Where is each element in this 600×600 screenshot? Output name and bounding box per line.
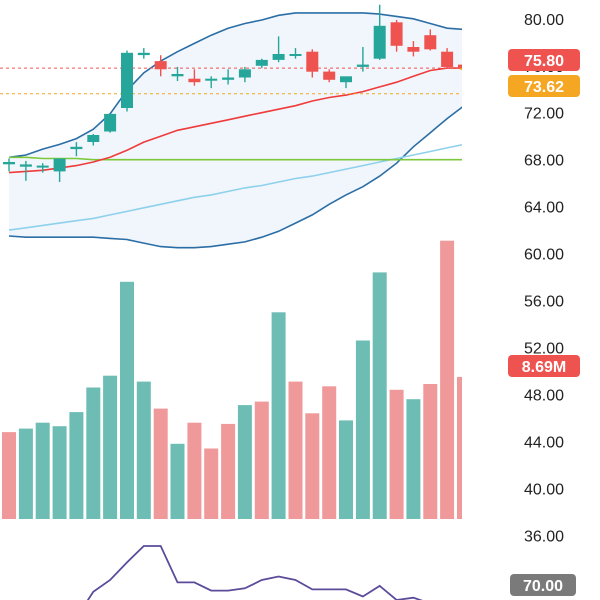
fast-ma-line [8, 67, 464, 174]
price-tick-label: 48.00 [524, 388, 564, 405]
candle-body [70, 146, 83, 150]
candle-body [238, 69, 251, 78]
volume-bar [423, 384, 438, 519]
candle-body [340, 76, 352, 83]
candle-body [188, 78, 201, 83]
rsi-badge: 70.00 [510, 574, 576, 596]
price-tick-label: 60.00 [524, 247, 564, 264]
volume-bar [103, 375, 118, 519]
candle-body [373, 25, 386, 59]
volume-bar [237, 405, 252, 519]
candle-body [424, 35, 437, 50]
volume-bar [254, 401, 269, 519]
candle-body [272, 54, 285, 60]
price-tick-label: 68.00 [524, 153, 564, 170]
volume-bars [2, 240, 471, 519]
volume-bar [86, 387, 101, 519]
price-tick-label: 52.00 [524, 341, 564, 358]
volume-badge: 8.69M [508, 355, 580, 377]
bollinger-fill [9, 12, 464, 248]
volume-bar [170, 443, 185, 519]
volume-bar [355, 340, 370, 519]
candle-body [356, 64, 369, 67]
volume-bar [372, 272, 387, 519]
volume-bar [52, 426, 67, 519]
volume-bar [204, 448, 219, 519]
volume-bar [271, 312, 286, 519]
volume-bar [339, 420, 353, 519]
candle-body [19, 164, 32, 167]
candle-body [407, 47, 420, 52]
volume-bar [305, 413, 320, 519]
price-tick-label: 40.00 [524, 482, 564, 499]
price-axis: 80.0076.0072.0068.0064.0060.0056.0052.00… [462, 0, 600, 600]
price-tick-label: 36.00 [524, 528, 564, 545]
volume-bar [187, 422, 202, 519]
volume-bar [69, 412, 84, 519]
green-ma-line [9, 156, 464, 161]
price-tick-label: 56.00 [524, 294, 564, 311]
volume-bar [221, 423, 236, 519]
volume-bar [406, 399, 421, 519]
candle-body [121, 52, 133, 108]
volume-bar [136, 381, 151, 519]
candle-body [36, 165, 49, 168]
volume-bar [120, 281, 134, 519]
reference-lines [0, 67, 508, 95]
volume-bar [18, 428, 33, 519]
candle-body [441, 51, 454, 67]
last-price-badge: 75.80 [508, 49, 580, 71]
candle-body [154, 61, 167, 70]
price-tick-label: 72.00 [524, 106, 564, 123]
candle-body [3, 162, 15, 165]
candle-body [53, 158, 66, 172]
price-tick-label: 64.00 [524, 200, 564, 217]
moving-average-badge-label: 73.62 [524, 79, 564, 96]
candle-body [390, 22, 403, 46]
price-tick-label: 80.00 [524, 12, 564, 29]
rsi-badge-label: 70.00 [523, 578, 563, 595]
candlesticks [3, 4, 470, 182]
candle-body [222, 77, 235, 80]
price-badges: 75.80 73.62 8.69M 70.00 [508, 49, 580, 596]
bollinger-bands [8, 12, 465, 249]
last-price-badge-label: 75.80 [524, 53, 564, 70]
axis-background [462, 0, 600, 600]
candle-body [87, 135, 100, 142]
candle-body [255, 59, 268, 66]
bollinger-upper-line [8, 12, 465, 159]
candle-body [323, 71, 336, 80]
volume-badge-label: 8.69M [522, 359, 566, 376]
candle-body [171, 74, 184, 77]
volume-bar [440, 240, 455, 519]
volume-bar [389, 389, 404, 519]
volume-bar [2, 432, 16, 519]
volume-bar [322, 386, 337, 519]
volume-bar [288, 381, 303, 519]
volume-bar [35, 422, 50, 519]
moving-average-badge: 73.62 [508, 75, 580, 97]
volume-bar [153, 408, 168, 519]
candle-body [104, 113, 117, 132]
candle-body [306, 51, 319, 72]
price-tick-label: 44.00 [524, 435, 564, 452]
candle-body [289, 54, 302, 56]
candle-body [137, 52, 150, 56]
candle-body [205, 78, 218, 81]
bollinger-lower-line [8, 105, 465, 249]
